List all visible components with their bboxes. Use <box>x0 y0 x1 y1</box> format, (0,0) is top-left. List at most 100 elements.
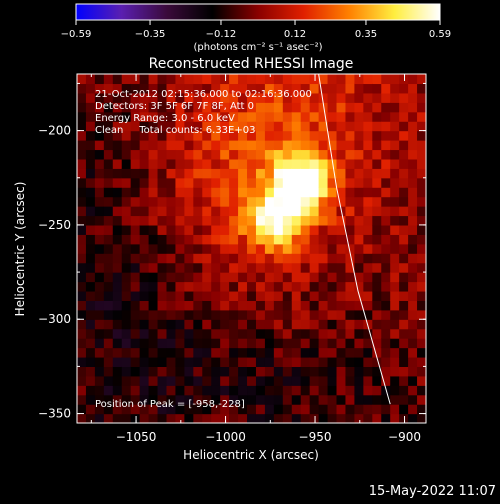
heatmap-cell <box>408 338 418 349</box>
heatmap-cell <box>166 111 177 122</box>
heatmap-cell <box>157 224 168 235</box>
heatmap-cell <box>184 243 194 254</box>
heatmap-cell <box>130 206 141 217</box>
heatmap-cell <box>255 187 266 198</box>
heatmap-cell <box>166 328 177 339</box>
heatmap-cell <box>112 206 123 217</box>
heatmap-cell <box>255 262 266 273</box>
heatmap-cell <box>327 338 338 349</box>
heatmap-cell <box>94 111 105 122</box>
heatmap-cell <box>229 234 239 245</box>
heatmap-cell <box>94 366 105 377</box>
heatmap-cell <box>381 272 391 283</box>
heatmap-cell <box>309 111 320 122</box>
heatmap-cell <box>273 177 284 188</box>
heatmap-cell <box>372 168 382 179</box>
heatmap-cell <box>229 102 239 113</box>
heatmap-cell <box>121 215 132 226</box>
heatmap-cell <box>85 375 96 386</box>
heatmap-cell <box>247 281 257 292</box>
heatmap-cell <box>291 187 302 198</box>
heatmap-cell <box>85 121 96 132</box>
heatmap-cell <box>130 328 141 339</box>
heatmap-cell <box>130 177 141 188</box>
heatmap-cell <box>193 328 203 339</box>
heatmap-cell <box>220 140 230 151</box>
heatmap-cell <box>336 375 347 386</box>
heatmap-cell <box>112 243 123 254</box>
heatmap-cell <box>94 215 105 226</box>
heatmap-cell <box>220 224 230 235</box>
heatmap-cell <box>211 375 221 386</box>
heatmap-cell <box>139 413 150 423</box>
heatmap-cell <box>211 385 221 396</box>
heatmap-cell <box>77 121 87 132</box>
heatmap-cell <box>157 385 168 396</box>
heatmap-cell <box>417 319 426 330</box>
heatmap-cell <box>229 168 239 179</box>
heatmap-cell <box>121 130 132 141</box>
heatmap-cell <box>94 309 105 320</box>
heatmap-cell <box>273 290 284 301</box>
heatmap-cell <box>148 338 159 349</box>
heatmap-cell <box>363 366 373 377</box>
heatmap-cell <box>103 281 114 292</box>
heatmap-cell <box>345 111 356 122</box>
heatmap-cell <box>220 413 230 423</box>
heatmap-cell <box>417 224 426 235</box>
heatmap-cell <box>399 121 409 132</box>
heatmap-cell <box>363 300 373 311</box>
heatmap-cell <box>264 356 275 367</box>
heatmap-pixels <box>77 74 426 423</box>
heatmap-cell <box>121 366 132 377</box>
heatmap-cell <box>184 413 194 423</box>
heatmap-cell <box>193 92 203 103</box>
heatmap-cell <box>247 149 257 160</box>
heatmap-cell <box>148 404 159 415</box>
heatmap-cell <box>166 413 177 423</box>
heatmap-cell <box>345 262 356 273</box>
heatmap-cell <box>112 319 123 330</box>
heatmap-cell <box>229 356 239 367</box>
heatmap-cell <box>157 394 168 405</box>
heatmap-cell <box>255 83 266 94</box>
heatmap-cell <box>77 319 87 330</box>
heatmap-cell <box>282 74 293 85</box>
heatmap-cell <box>282 177 293 188</box>
heatmap-cell <box>121 338 132 349</box>
heatmap-cell <box>264 253 275 264</box>
heatmap-cell <box>139 338 150 349</box>
heatmap-cell <box>363 262 373 273</box>
heatmap-cell <box>166 394 177 405</box>
heatmap-cell <box>94 319 105 330</box>
heatmap-cell <box>148 272 159 283</box>
heatmap-cell <box>112 187 123 198</box>
heatmap-cell <box>309 130 320 141</box>
heatmap-cell <box>139 347 150 358</box>
heatmap-cell <box>220 83 230 94</box>
heatmap-cell <box>148 309 159 320</box>
heatmap-cell <box>408 262 418 273</box>
heatmap-cell <box>282 234 293 245</box>
heatmap-cell <box>372 187 382 198</box>
heatmap-cell <box>193 375 203 386</box>
heatmap-cell <box>399 272 409 283</box>
heatmap-cell <box>193 196 203 207</box>
heatmap-cell <box>202 121 212 132</box>
heatmap-cell <box>157 111 168 122</box>
heatmap-cell <box>175 121 185 132</box>
heatmap-cell <box>345 347 356 358</box>
heatmap-cell <box>112 366 123 377</box>
heatmap-cell <box>85 404 96 415</box>
heatmap-cell <box>318 121 329 132</box>
heatmap-cell <box>184 290 194 301</box>
heatmap-cell <box>157 281 168 292</box>
heatmap-cell <box>85 366 96 377</box>
annotation-time-range: 21-Oct-2012 02:15:36.000 to 02:16:36.000 <box>95 89 312 100</box>
colorbar-ticks: −0.59 −0.35 −0.12 0.12 0.35 0.59 <box>61 20 451 40</box>
heatmap-cell <box>273 253 284 264</box>
colorbar-tick-label: −0.35 <box>135 29 166 40</box>
heatmap-cell <box>327 234 338 245</box>
heatmap-cell <box>372 206 382 217</box>
heatmap-cell <box>345 196 356 207</box>
